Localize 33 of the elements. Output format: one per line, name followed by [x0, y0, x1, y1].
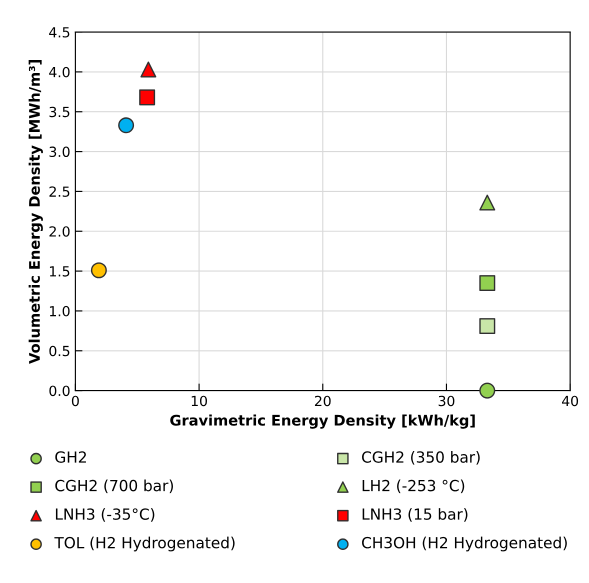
y-tick-label: 0.5	[49, 346, 70, 356]
point	[479, 194, 496, 211]
y-tick-label: 1.0	[50, 306, 70, 316]
legend-label: LNH3 (15 bar)	[362, 508, 468, 522]
legend-label: CGH2 (350 bar)	[362, 451, 480, 465]
legend-label: LNH3 (-35°C)	[56, 508, 154, 522]
point	[479, 318, 496, 334]
x-tick-label: 20	[314, 396, 331, 406]
y-tick-label: 0.0	[49, 386, 70, 396]
y-tick-label: 2.5	[49, 186, 70, 197]
point	[90, 262, 107, 278]
x-tick-label: 30	[438, 396, 454, 406]
point	[139, 89, 156, 106]
legend-label: TOL (H2 Hydrogenated)	[54, 536, 235, 552]
point	[118, 117, 134, 134]
y-tick-label: 3.5	[50, 106, 70, 118]
y-tick-label: 1.5	[50, 266, 70, 277]
legend-label: LH2 (-253 °C)	[362, 480, 464, 494]
y-tick-label: 2.0	[49, 226, 70, 237]
legend-label: CH3OH (H2 Hydrogenated)	[362, 536, 567, 552]
x-tick-label: 10	[192, 396, 207, 406]
x-tick-label: 0	[72, 396, 79, 406]
point	[479, 382, 496, 399]
x-axis-title: Gravimetric Energy Density [kWh/kg]	[170, 414, 475, 429]
y-tick-label: 4.0	[49, 66, 70, 78]
y-tick-label: 3.0	[50, 146, 70, 158]
point	[140, 62, 156, 78]
legend-label: GH2	[55, 451, 86, 463]
legend-label: CGH2 (700 bar)	[55, 480, 173, 494]
point	[479, 275, 496, 292]
y-axis-title: Volumetric Energy Density [MWh/m³]	[28, 60, 43, 364]
y-tick-label: 4.5	[49, 27, 70, 38]
x-tick-label: 40	[562, 396, 578, 406]
